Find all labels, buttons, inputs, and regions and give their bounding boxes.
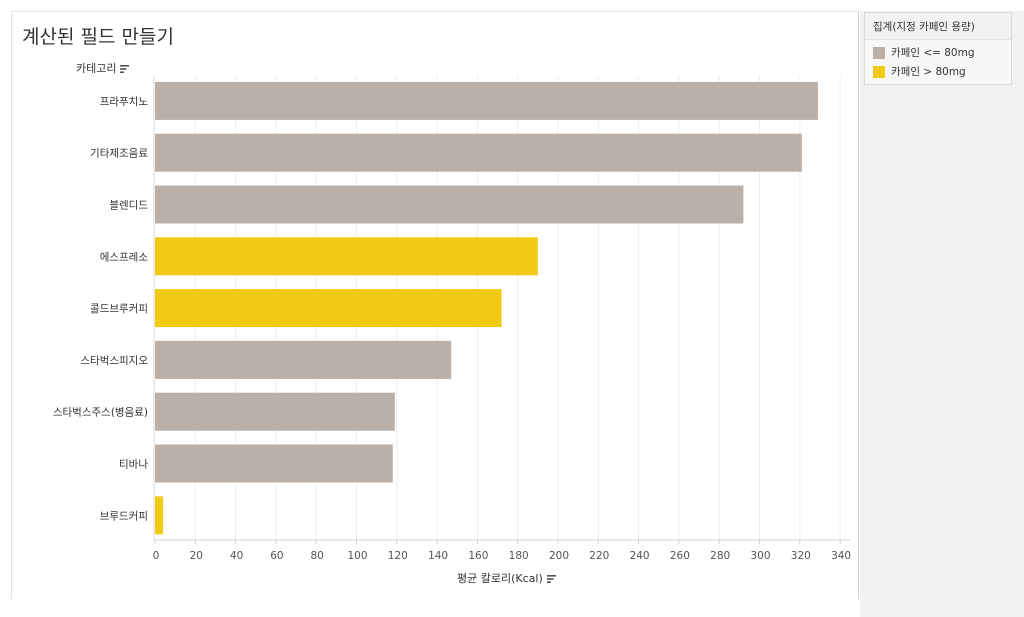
x-tick-label: 100 bbox=[347, 550, 367, 562]
legend-title: 집계(지정 카페인 용량) bbox=[865, 13, 1011, 40]
x-tick-label: 160 bbox=[468, 550, 488, 562]
category-label: 스타벅스피지오 bbox=[80, 355, 148, 367]
legend-item-high-caffeine[interactable]: 카페인 > 80mg bbox=[865, 62, 1011, 81]
x-tick-label: 80 bbox=[311, 550, 324, 562]
x-tick-label: 220 bbox=[589, 550, 609, 562]
x-tick-label: 200 bbox=[549, 550, 569, 562]
category-labels: 프라푸치노기타제조음료블렌디드에스프레소콜드브루커피스타벅스피지오스타벅스주스(… bbox=[53, 96, 148, 522]
sort-descending-icon[interactable] bbox=[120, 63, 130, 76]
bar[interactable] bbox=[155, 237, 538, 276]
x-tick-label: 180 bbox=[509, 550, 529, 562]
x-tick-label: 140 bbox=[428, 550, 448, 562]
x-tick-label: 340 bbox=[831, 550, 851, 562]
category-label: 스타벅스주스(병음료) bbox=[53, 407, 148, 419]
bar[interactable] bbox=[155, 289, 502, 328]
category-label: 티바나 bbox=[119, 459, 148, 471]
bar[interactable] bbox=[155, 392, 395, 431]
legend-item-low-caffeine[interactable]: 카페인 <= 80mg bbox=[865, 43, 1011, 62]
x-tick-label: 240 bbox=[630, 550, 650, 562]
side-panel bbox=[860, 11, 1024, 617]
legend-swatch bbox=[873, 46, 885, 59]
legend-label: 카페인 <= 80mg bbox=[891, 47, 975, 59]
category-label: 콜드브루커피 bbox=[90, 303, 148, 315]
color-legend[interactable]: 집계(지정 카페인 용량) 카페인 <= 80mg 카페인 > 80mg bbox=[864, 12, 1012, 85]
bar[interactable] bbox=[155, 340, 452, 379]
legend-swatch bbox=[873, 65, 885, 78]
x-tick-label: 280 bbox=[710, 550, 730, 562]
x-tick-label: 40 bbox=[230, 550, 243, 562]
category-label: 프라푸치노 bbox=[100, 96, 149, 108]
category-label: 기타제조음료 bbox=[90, 148, 148, 160]
bar[interactable] bbox=[155, 496, 164, 535]
x-tick-label: 300 bbox=[750, 550, 770, 562]
sort-descending-icon[interactable] bbox=[546, 573, 556, 586]
category-label: 블렌디드 bbox=[109, 200, 148, 212]
legend-items: 카페인 <= 80mg 카페인 > 80mg bbox=[865, 40, 1011, 84]
bar[interactable] bbox=[155, 133, 802, 172]
x-tick-label: 20 bbox=[190, 550, 203, 562]
x-tick-label: 0 bbox=[153, 550, 160, 562]
y-field-header[interactable]: 카테고리 bbox=[76, 60, 130, 76]
bar[interactable] bbox=[155, 444, 393, 483]
legend-label: 카페인 > 80mg bbox=[891, 66, 966, 78]
x-field-header[interactable]: 평균 칼로리(Kcal) bbox=[457, 570, 556, 586]
bar[interactable] bbox=[155, 185, 744, 224]
category-label: 브루드커피 bbox=[100, 510, 148, 522]
y-field-label: 카테고리 bbox=[76, 62, 117, 75]
bar[interactable] bbox=[155, 81, 818, 120]
bars bbox=[155, 81, 818, 535]
x-field-label: 평균 칼로리(Kcal) bbox=[457, 572, 543, 585]
x-tick-label: 320 bbox=[791, 550, 811, 562]
x-tick-label: 260 bbox=[670, 550, 690, 562]
bar-chart: 프라푸치노기타제조음료블렌디드에스프레소콜드브루커피스타벅스피지오스타벅스주스(… bbox=[53, 76, 851, 562]
category-label: 에스프레소 bbox=[100, 251, 149, 263]
x-tick-label: 60 bbox=[270, 550, 283, 562]
x-tick-label: 120 bbox=[388, 550, 408, 562]
x-tick-labels: 0 20 40 60 80 100 120 140 160 180 200 220 240 260 280 3… bbox=[153, 540, 851, 562]
sheet-title: 계산된 필드 만들기 bbox=[22, 26, 174, 48]
